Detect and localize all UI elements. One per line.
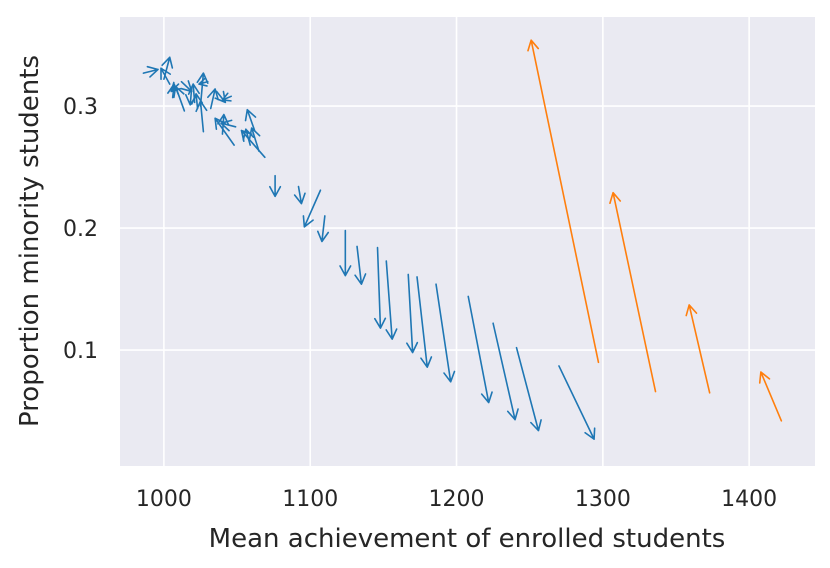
plot-area bbox=[120, 17, 815, 466]
tick-labels: 1000 1100 1200 1300 1400 0.1 0.2 0.3 bbox=[63, 95, 777, 512]
arrow-mark bbox=[558, 365, 596, 440]
arrow-series bbox=[142, 39, 783, 440]
y-tick-label: 0.2 bbox=[63, 217, 98, 242]
arrow-mark bbox=[220, 119, 237, 132]
x-axis-label: Mean achievement of enrolled students bbox=[209, 524, 726, 554]
arrow-mark bbox=[467, 295, 493, 404]
arrow-mark bbox=[173, 85, 186, 112]
arrow-mark bbox=[416, 276, 433, 368]
arrow-mark bbox=[515, 346, 542, 432]
x-tick-label: 1000 bbox=[136, 487, 192, 512]
arrow-mark bbox=[244, 108, 257, 132]
arrow-mark bbox=[609, 191, 657, 393]
arrow-mark bbox=[492, 322, 519, 421]
y-tick-label: 0.3 bbox=[63, 95, 98, 120]
arrow-mark bbox=[435, 283, 456, 383]
arrow-mark bbox=[248, 127, 261, 153]
arrow-mark bbox=[302, 189, 322, 228]
arrow-mark bbox=[527, 39, 600, 364]
arrow-mark bbox=[198, 77, 209, 87]
arrow-mark bbox=[214, 117, 235, 146]
arrow-mark bbox=[195, 100, 208, 133]
arrow-mark bbox=[339, 229, 352, 277]
arrow-mark bbox=[240, 129, 266, 159]
arrow-mark bbox=[758, 371, 783, 422]
x-tick-label: 1200 bbox=[429, 487, 485, 512]
arrow-mark bbox=[221, 92, 232, 102]
arrow-mark bbox=[406, 273, 419, 354]
x-tick-label: 1300 bbox=[575, 487, 631, 512]
arrow-mark bbox=[160, 67, 172, 85]
arrow-mark bbox=[385, 260, 398, 340]
arrow-mark bbox=[269, 174, 282, 198]
arrow-mark bbox=[142, 65, 159, 78]
arrow-mark bbox=[207, 88, 219, 110]
x-tick-label: 1400 bbox=[721, 487, 777, 512]
arrow-mark bbox=[685, 304, 711, 394]
y-tick-label: 0.1 bbox=[63, 339, 98, 364]
arrow-mark bbox=[316, 215, 330, 243]
y-axis-label: Proportion minority students bbox=[15, 55, 45, 427]
arrow-mark bbox=[354, 245, 367, 286]
arrow-mark bbox=[293, 185, 306, 205]
gridlines bbox=[120, 17, 815, 466]
x-tick-label: 1100 bbox=[282, 487, 338, 512]
arrow-mark bbox=[374, 246, 387, 329]
